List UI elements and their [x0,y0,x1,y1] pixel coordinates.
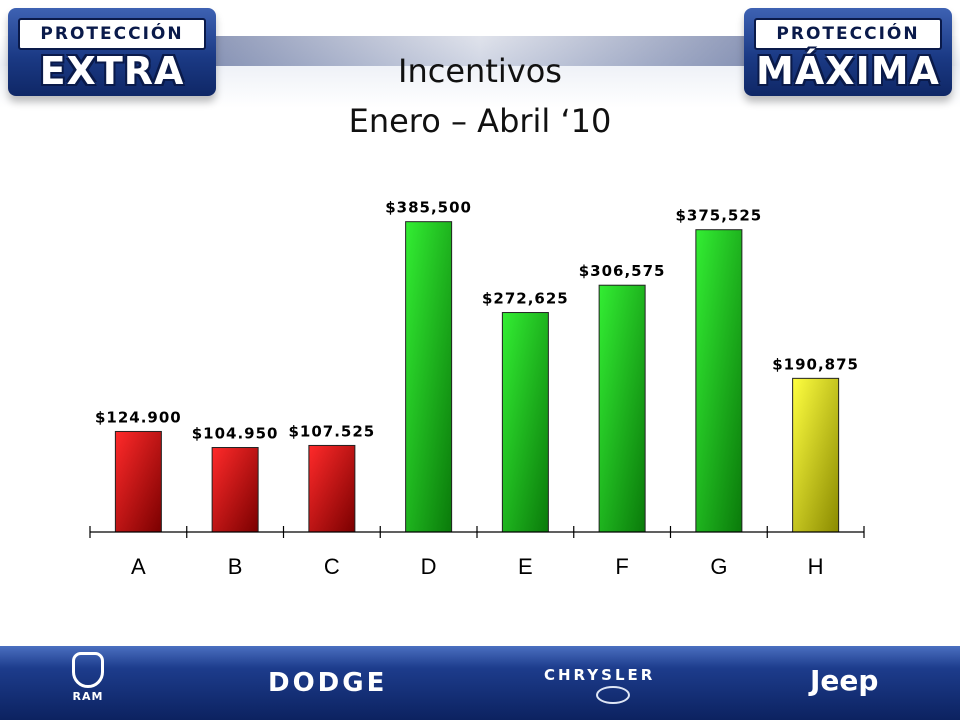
badge-right-big-label: MÁXIMA [756,49,940,93]
badge-left-big-label: EXTRA [39,49,185,93]
bar-h [792,377,840,533]
bar-b [211,447,259,533]
ram-logo: RAM [58,652,118,703]
dodge-logo: DODGE [268,668,388,698]
incentives-bar-chart: $124.900 A $104.950 B $107.525 C $385,500 D $272… [89,199,865,579]
data-label-e: $272,625 [482,290,569,308]
page-title: Incentivos [398,52,562,90]
badge-right-top-label: PROTECCIÓN [754,18,942,50]
data-label-a: $124.900 [95,408,182,426]
bar-c [308,444,356,533]
data-label-h: $190,875 [772,355,859,373]
data-label-d: $385,500 [385,199,472,217]
jeep-logo: Jeep [810,664,879,697]
category-label-d: D [421,554,437,579]
category-label-e: E [518,554,533,579]
badge-left-top-label: PROTECCIÓN [18,18,206,50]
ram-logo-text: RAM [72,690,104,703]
data-label-c: $107.525 [288,422,375,440]
data-label-g: $375,525 [675,207,762,225]
data-label-f: $306,575 [579,262,666,280]
bar-e [501,312,549,533]
proteccion-extra-logo: PROTECCIÓN EXTRA [8,8,216,96]
page-subtitle: Enero – Abril ‘10 [348,102,612,140]
bar-f [598,284,646,533]
category-label-f: F [615,554,628,579]
proteccion-maxima-logo: PROTECCIÓN MÁXIMA [744,8,952,96]
category-label-a: A [131,554,146,579]
category-label-g: G [710,554,727,579]
chrysler-wings-icon [596,686,630,704]
category-label-h: H [808,554,824,579]
ram-head-icon [72,652,104,688]
bar-a [114,430,162,533]
footer-band [0,646,960,720]
bar-g [695,229,743,533]
category-label-c: C [324,554,340,579]
chrysler-logo: CHRYSLER [544,666,656,684]
data-label-b: $104.950 [192,425,279,443]
category-label-b: B [228,554,243,579]
bar-d [405,221,453,533]
